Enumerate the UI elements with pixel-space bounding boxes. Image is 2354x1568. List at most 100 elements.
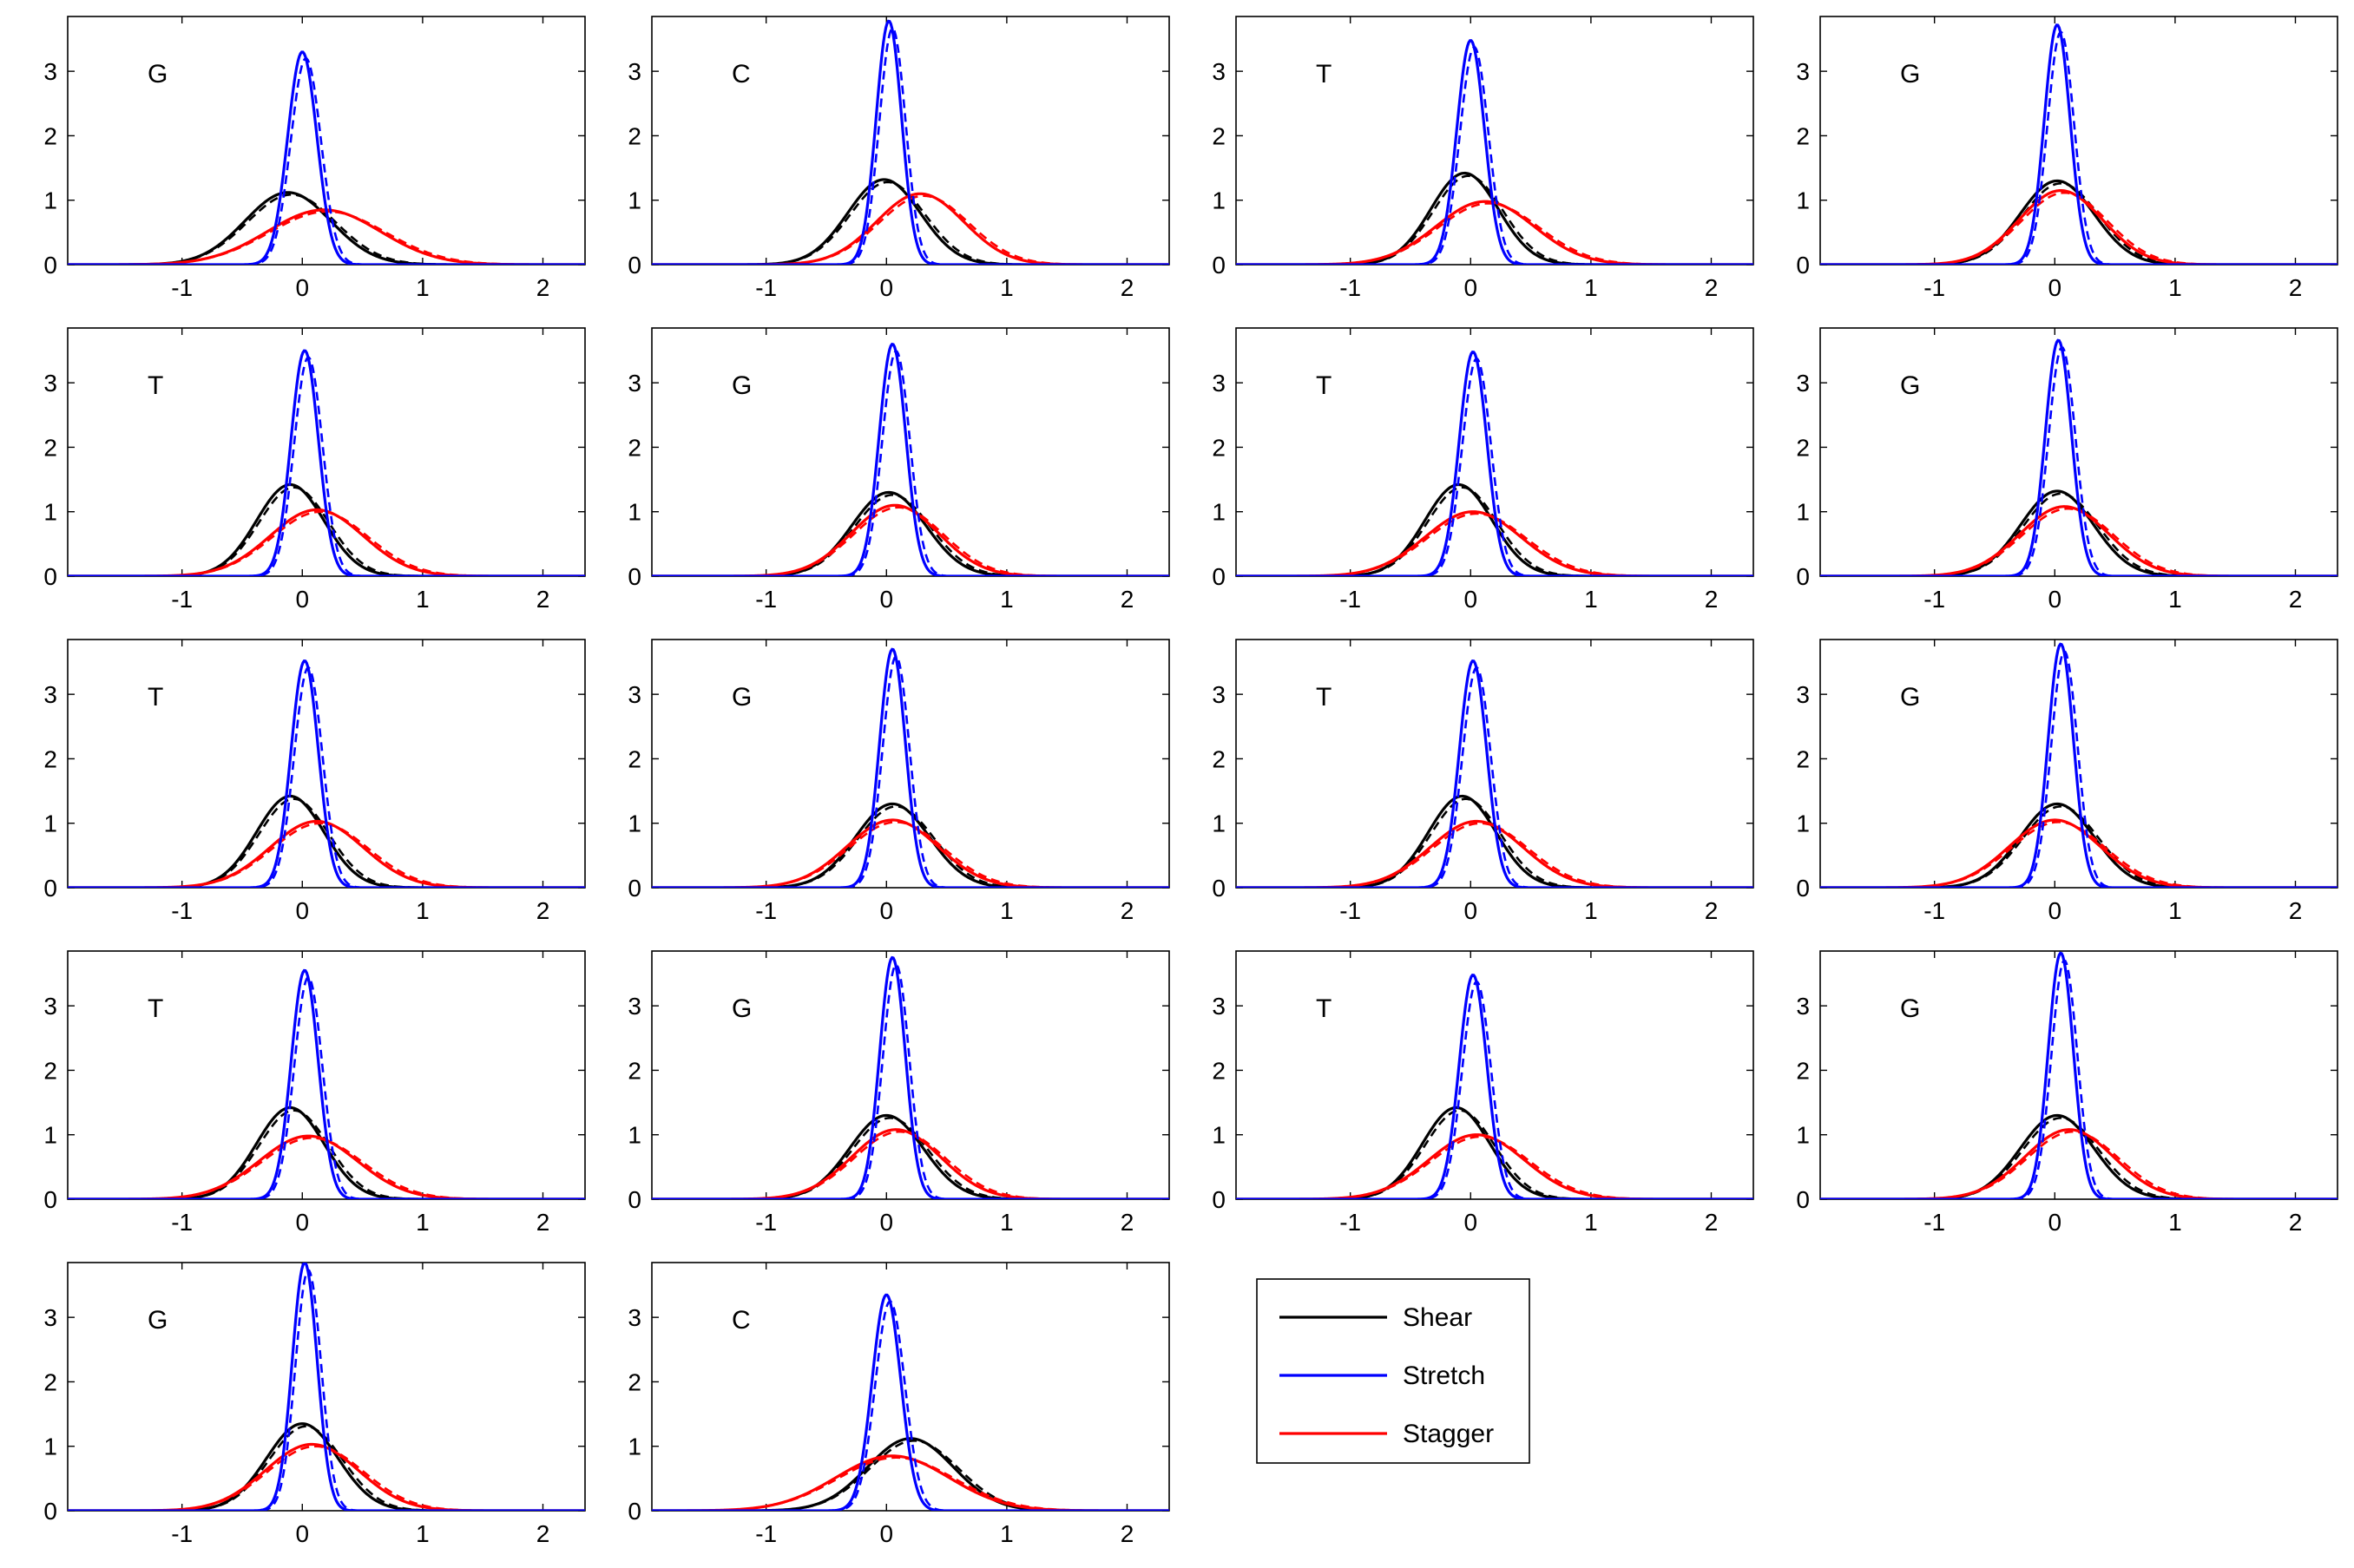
- panel-label: T: [1316, 371, 1332, 400]
- panel-11: -1 0 1 2 0 1 2 3 T: [1212, 639, 1754, 924]
- shear-line: [652, 490, 1169, 576]
- stretch-line: [68, 349, 585, 576]
- shear-fit-line: [1236, 797, 1753, 888]
- x-tick-label: 1: [416, 897, 430, 924]
- y-tick-label: 0: [1796, 1186, 1810, 1213]
- panel-curves: [1236, 973, 1753, 1199]
- stretch-line: [1236, 659, 1753, 888]
- axes-box: [67, 327, 586, 577]
- axes-box: [1819, 327, 2338, 577]
- stretch-line: [1820, 338, 2338, 576]
- panel-label: T: [148, 994, 163, 1023]
- panel-label: G: [1900, 371, 1920, 400]
- stagger-line: [652, 503, 1169, 576]
- stretch-fit-line: [1236, 46, 1753, 265]
- panel-5: -1 0 1 2 0 1 2 3 T: [43, 327, 586, 613]
- stretch-line: [68, 659, 585, 888]
- panel-label: T: [148, 683, 163, 712]
- x-tick-label: 2: [1705, 1209, 1719, 1236]
- x-tick-label: 2: [1705, 586, 1719, 613]
- y-tick-label: 3: [43, 993, 57, 1020]
- y-tick-label: 2: [1212, 434, 1226, 461]
- legend-entry-label: Shear: [1403, 1303, 1472, 1332]
- panel-curves: [1820, 338, 2338, 576]
- y-tick-label: 2: [1796, 434, 1810, 461]
- y-tick-label: 3: [1212, 370, 1226, 397]
- y-tick-label: 0: [628, 1498, 641, 1525]
- stretch-line: [68, 50, 585, 265]
- y-tick-label: 1: [628, 810, 641, 837]
- y-tick-label: 2: [628, 1057, 641, 1084]
- x-tick-label: -1: [171, 1209, 193, 1236]
- stretch-fit-line: [1820, 650, 2338, 888]
- axes-box: [1235, 327, 1754, 577]
- y-tick-label: 2: [1212, 745, 1226, 772]
- y-tick-label: 0: [628, 875, 641, 902]
- axes-box: [67, 16, 586, 266]
- y-tick-label: 3: [43, 681, 57, 708]
- x-tick-label: 1: [416, 586, 430, 613]
- x-tick-label: -1: [1339, 1209, 1361, 1236]
- x-tick-label: 0: [879, 1209, 893, 1236]
- y-tick-label: 3: [1212, 58, 1226, 85]
- y-tick-label: 2: [1212, 122, 1226, 149]
- y-tick-label: 2: [43, 1057, 57, 1084]
- x-tick-label: 0: [879, 1520, 893, 1547]
- y-tick-label: 0: [43, 1498, 57, 1525]
- y-tick-label: 0: [628, 563, 641, 590]
- x-tick-label: 0: [879, 586, 893, 613]
- panel-curves: [68, 968, 585, 1199]
- panel-3: -1 0 1 2 0 1 2 3 T: [1212, 16, 1754, 301]
- y-tick-label: 3: [43, 1304, 57, 1331]
- x-tick-label: -1: [1339, 274, 1361, 301]
- x-tick-label: 0: [295, 1209, 309, 1236]
- panel-12: -1 0 1 2 0 1 2 3 G: [1796, 639, 2338, 924]
- panel-7: -1 0 1 2 0 1 2 3 T: [1212, 327, 1754, 613]
- x-tick-label: 1: [1000, 274, 1014, 301]
- x-tick-label: -1: [171, 1520, 193, 1547]
- x-tick-label: 2: [1705, 274, 1719, 301]
- x-tick-label: -1: [171, 586, 193, 613]
- axes-box: [1819, 950, 2338, 1200]
- panel-curves: [1236, 659, 1753, 888]
- panel-label: C: [732, 1306, 751, 1335]
- shear-line: [1236, 482, 1753, 576]
- stretch-line: [652, 647, 1169, 888]
- y-tick-label: 3: [1212, 681, 1226, 708]
- y-tick-label: 2: [43, 745, 57, 772]
- panel-curves: [68, 659, 585, 888]
- x-tick-label: 2: [536, 274, 550, 301]
- x-tick-label: 1: [1000, 1520, 1014, 1547]
- y-tick-label: 2: [43, 1368, 57, 1395]
- x-tick-label: 0: [879, 274, 893, 301]
- shear-fit-line: [652, 805, 1169, 888]
- panel-label: G: [1900, 60, 1920, 89]
- x-tick-label: -1: [1339, 897, 1361, 924]
- stagger-line: [652, 818, 1169, 888]
- panel-curves: [652, 955, 1169, 1199]
- stretch-line: [1236, 39, 1753, 265]
- x-tick-label: 1: [2168, 1209, 2182, 1236]
- x-tick-label: -1: [1339, 586, 1361, 613]
- stretch-fit-line: [1236, 980, 1753, 1199]
- x-tick-label: 2: [1121, 274, 1134, 301]
- stagger-fit-line: [68, 210, 585, 265]
- axes-box: [1235, 950, 1754, 1200]
- shear-line: [652, 802, 1169, 888]
- stagger-fit-line: [652, 1130, 1169, 1199]
- x-tick-label: 1: [2168, 586, 2182, 613]
- stretch-line: [652, 1293, 1169, 1511]
- stretch-line: [1236, 973, 1753, 1199]
- panel-label: C: [732, 60, 751, 89]
- stretch-fit-line: [68, 1269, 585, 1511]
- x-tick-label: 2: [1121, 586, 1134, 613]
- stretch-fit-line: [652, 963, 1169, 1199]
- y-tick-label: 0: [43, 563, 57, 590]
- axes-box: [67, 1262, 586, 1512]
- x-tick-label: 1: [1584, 274, 1598, 301]
- x-tick-label: -1: [1923, 274, 1945, 301]
- y-tick-label: 2: [628, 745, 641, 772]
- x-tick-label: 1: [2168, 274, 2182, 301]
- x-tick-label: -1: [755, 1520, 777, 1547]
- y-tick-label: 2: [628, 1368, 641, 1395]
